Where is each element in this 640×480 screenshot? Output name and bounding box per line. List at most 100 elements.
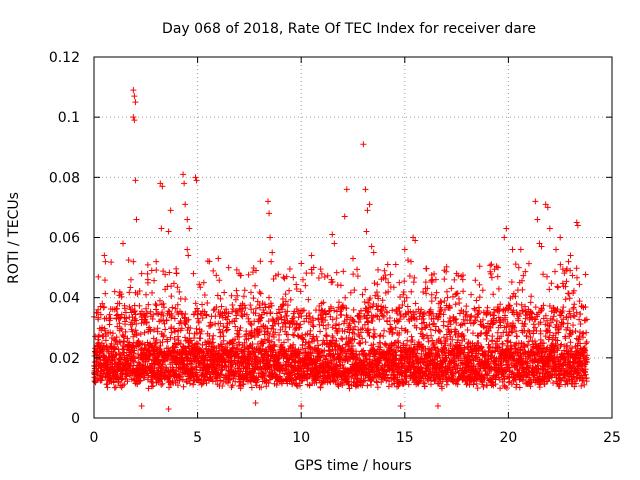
data-point [315,342,322,349]
data-point [377,344,384,351]
data-point [488,261,495,268]
data-point [142,314,149,321]
data-point [554,283,561,290]
data-point [265,380,272,387]
data-point [219,341,225,348]
data-point [531,324,538,331]
data-point [208,321,215,328]
data-point [523,333,530,340]
data-point [452,301,459,308]
data-point [218,303,225,310]
data-point [519,286,526,293]
data-point [339,336,346,343]
data-point [423,265,430,272]
data-point [94,375,101,382]
data-point [389,307,396,314]
data-point [152,340,159,347]
data-point [146,348,153,355]
data-point [374,281,381,288]
data-point [284,308,291,315]
data-point [197,284,204,291]
data-point [101,277,108,284]
data-point [284,302,291,309]
data-point [443,288,450,295]
data-point [149,289,156,296]
data-point [343,305,350,312]
data-point [144,310,151,317]
data-point [377,332,384,339]
data-point [261,301,268,308]
data-point [307,327,314,334]
data-point [178,310,185,317]
data-point [353,370,360,377]
data-point [367,381,374,388]
data-point [228,364,235,371]
data-point [296,382,303,389]
data-point [98,377,105,384]
data-point [435,327,442,334]
data-point [256,289,263,296]
data-point [201,291,208,298]
data-point [164,338,171,345]
data-point [325,308,332,315]
data-point [340,268,347,275]
data-point [373,289,380,296]
data-point [140,350,147,357]
data-point [371,280,378,287]
data-point [298,260,305,267]
data-point [381,327,388,334]
data-point [527,299,534,306]
data-point [130,358,137,365]
data-point [440,322,447,329]
data-point [197,330,204,337]
data-point [249,341,256,348]
data-point [124,378,131,385]
data-point [459,321,466,328]
data-point [144,261,151,268]
data-point [275,336,282,343]
data-point [247,302,254,309]
data-point [317,328,324,335]
data-point [258,314,265,321]
data-point [281,316,288,323]
data-point [241,302,248,309]
data-point [344,316,351,323]
data-point [213,304,220,311]
data-point [379,312,386,319]
data-point [305,296,312,303]
data-point [125,257,132,264]
data-point [180,358,187,365]
data-point [270,325,277,332]
data-point [526,328,533,335]
data-point [243,311,250,318]
data-point [170,325,177,332]
data-point [335,304,342,311]
data-point [476,281,483,288]
data-point [170,280,177,287]
data-point [310,333,317,340]
data-point [392,324,399,331]
data-point [392,261,399,268]
data-point [274,315,281,322]
data-point [428,298,435,305]
data-point [380,313,387,320]
data-point [371,334,378,341]
data-point [174,301,181,308]
data-point [126,289,133,296]
data-point [287,376,294,383]
data-point [266,333,273,340]
data-point [359,325,366,332]
data-point [370,300,377,307]
data-point [182,296,189,303]
data-point [317,357,324,364]
data-point [253,267,260,274]
data-point [215,361,222,368]
data-point [315,275,322,282]
data-point [336,359,343,366]
data-point [394,318,401,325]
data-point [194,305,201,312]
data-point [172,305,179,312]
data-point [150,382,157,389]
data-point [362,339,369,346]
data-point [410,279,417,286]
